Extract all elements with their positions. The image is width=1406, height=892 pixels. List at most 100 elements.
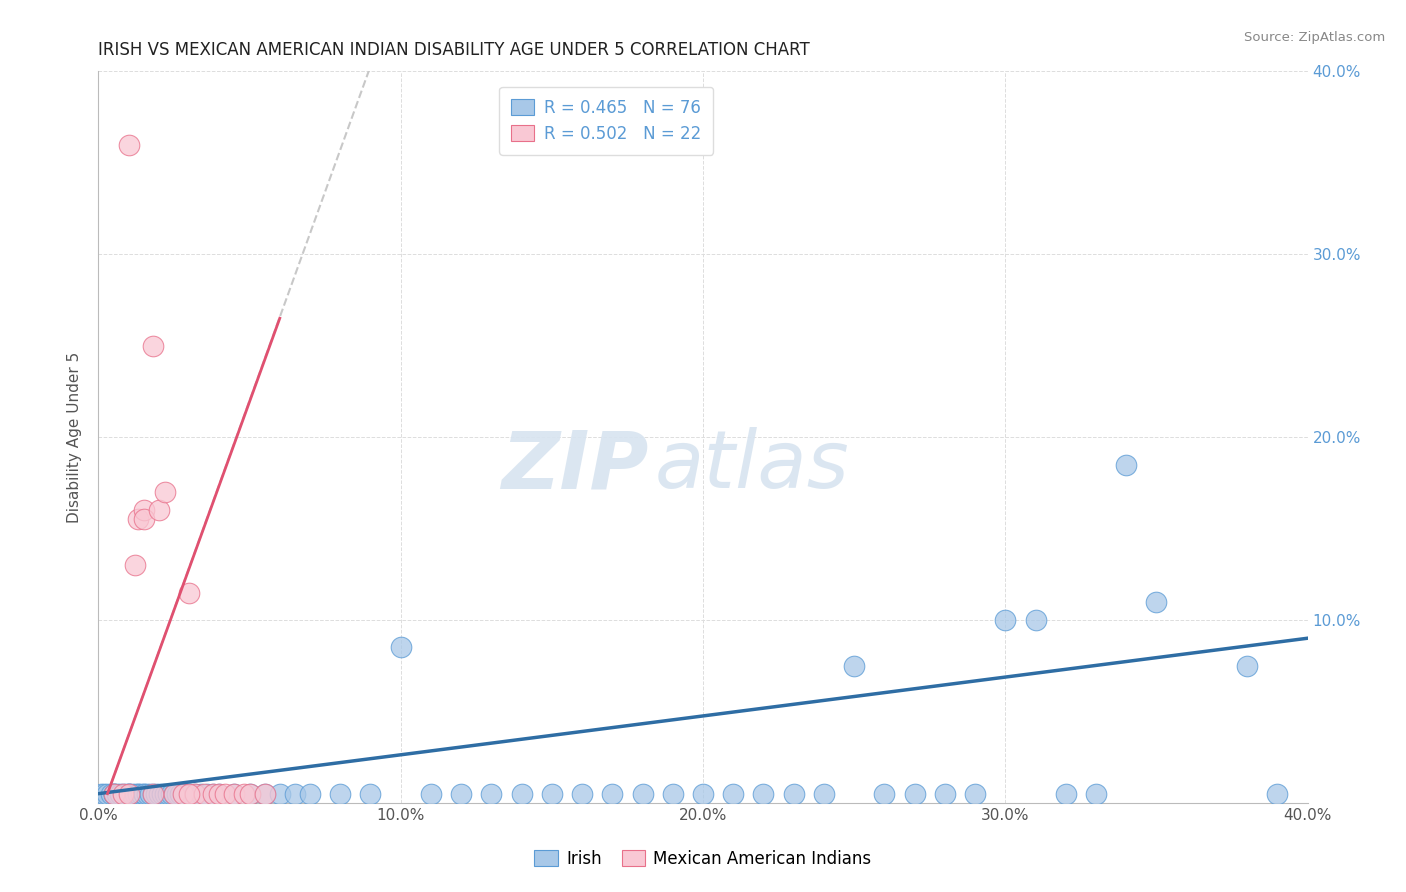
Point	[208, 787, 231, 801]
Point	[153, 485, 176, 500]
Point	[202, 787, 225, 801]
Point	[965, 787, 987, 801]
Point	[1115, 458, 1137, 472]
Point	[121, 787, 143, 801]
Point	[129, 787, 152, 801]
Point	[1144, 594, 1167, 608]
Point	[156, 787, 179, 801]
Point	[111, 787, 134, 801]
Text: IRISH VS MEXICAN AMERICAN INDIAN DISABILITY AGE UNDER 5 CORRELATION CHART: IRISH VS MEXICAN AMERICAN INDIAN DISABIL…	[98, 41, 810, 59]
Point	[105, 787, 128, 801]
Point	[602, 787, 624, 801]
Point	[127, 787, 149, 801]
Point	[994, 613, 1017, 627]
Point	[100, 787, 122, 801]
Point	[1085, 787, 1108, 801]
Point	[329, 787, 352, 801]
Point	[163, 787, 186, 801]
Point	[103, 787, 125, 801]
Point	[184, 787, 207, 801]
Point	[148, 787, 170, 801]
Point	[127, 512, 149, 526]
Point	[224, 787, 246, 801]
Point	[118, 787, 141, 801]
Text: Source: ZipAtlas.com: Source: ZipAtlas.com	[1244, 31, 1385, 45]
Text: atlas: atlas	[655, 427, 849, 506]
Point	[239, 787, 262, 801]
Point	[360, 787, 382, 801]
Point	[481, 787, 503, 801]
Point	[631, 787, 654, 801]
Point	[132, 787, 155, 801]
Point	[142, 338, 165, 352]
Y-axis label: Disability Age Under 5: Disability Age Under 5	[67, 351, 83, 523]
Point	[118, 137, 141, 152]
Point	[90, 787, 112, 801]
Point	[103, 787, 125, 801]
Point	[202, 787, 225, 801]
Point	[145, 787, 167, 801]
Point	[752, 787, 775, 801]
Point	[169, 787, 191, 801]
Point	[253, 787, 276, 801]
Point	[118, 787, 141, 801]
Point	[208, 787, 231, 801]
Point	[153, 787, 176, 801]
Point	[179, 787, 201, 801]
Point	[904, 787, 927, 801]
Point	[214, 787, 236, 801]
Point	[118, 787, 141, 801]
Point	[540, 787, 562, 801]
Point	[813, 787, 835, 801]
Point	[844, 658, 866, 673]
Point	[163, 787, 186, 801]
Point	[114, 787, 136, 801]
Text: ZIP: ZIP	[501, 427, 648, 506]
Point	[96, 787, 118, 801]
Point	[193, 787, 215, 801]
Point	[172, 787, 194, 801]
Point	[111, 787, 134, 801]
Point	[510, 787, 533, 801]
Legend: Irish, Mexican American Indians: Irish, Mexican American Indians	[527, 844, 879, 875]
Point	[179, 787, 201, 801]
Point	[127, 787, 149, 801]
Point	[132, 512, 155, 526]
Point	[195, 787, 218, 801]
Point	[142, 787, 165, 801]
Point	[142, 787, 165, 801]
Point	[934, 787, 956, 801]
Point	[184, 787, 207, 801]
Point	[783, 787, 806, 801]
Point	[1054, 787, 1077, 801]
Point	[172, 787, 194, 801]
Point	[150, 787, 173, 801]
Point	[692, 787, 714, 801]
Point	[239, 787, 262, 801]
Point	[1267, 787, 1289, 801]
Point	[124, 558, 146, 573]
Point	[571, 787, 593, 801]
Point	[224, 787, 246, 801]
Point	[1024, 613, 1046, 627]
Point	[139, 787, 162, 801]
Point	[299, 787, 322, 801]
Point	[135, 787, 157, 801]
Point	[190, 787, 212, 801]
Point	[1236, 658, 1258, 673]
Point	[269, 787, 291, 801]
Point	[148, 503, 170, 517]
Point	[420, 787, 443, 801]
Point	[103, 787, 125, 801]
Point	[873, 787, 896, 801]
Point	[232, 787, 254, 801]
Point	[93, 787, 115, 801]
Point	[108, 787, 131, 801]
Point	[253, 787, 276, 801]
Point	[179, 585, 201, 599]
Point	[103, 787, 125, 801]
Point	[160, 787, 183, 801]
Legend: R = 0.465   N = 76, R = 0.502   N = 22: R = 0.465 N = 76, R = 0.502 N = 22	[499, 87, 713, 154]
Point	[450, 787, 472, 801]
Point	[723, 787, 745, 801]
